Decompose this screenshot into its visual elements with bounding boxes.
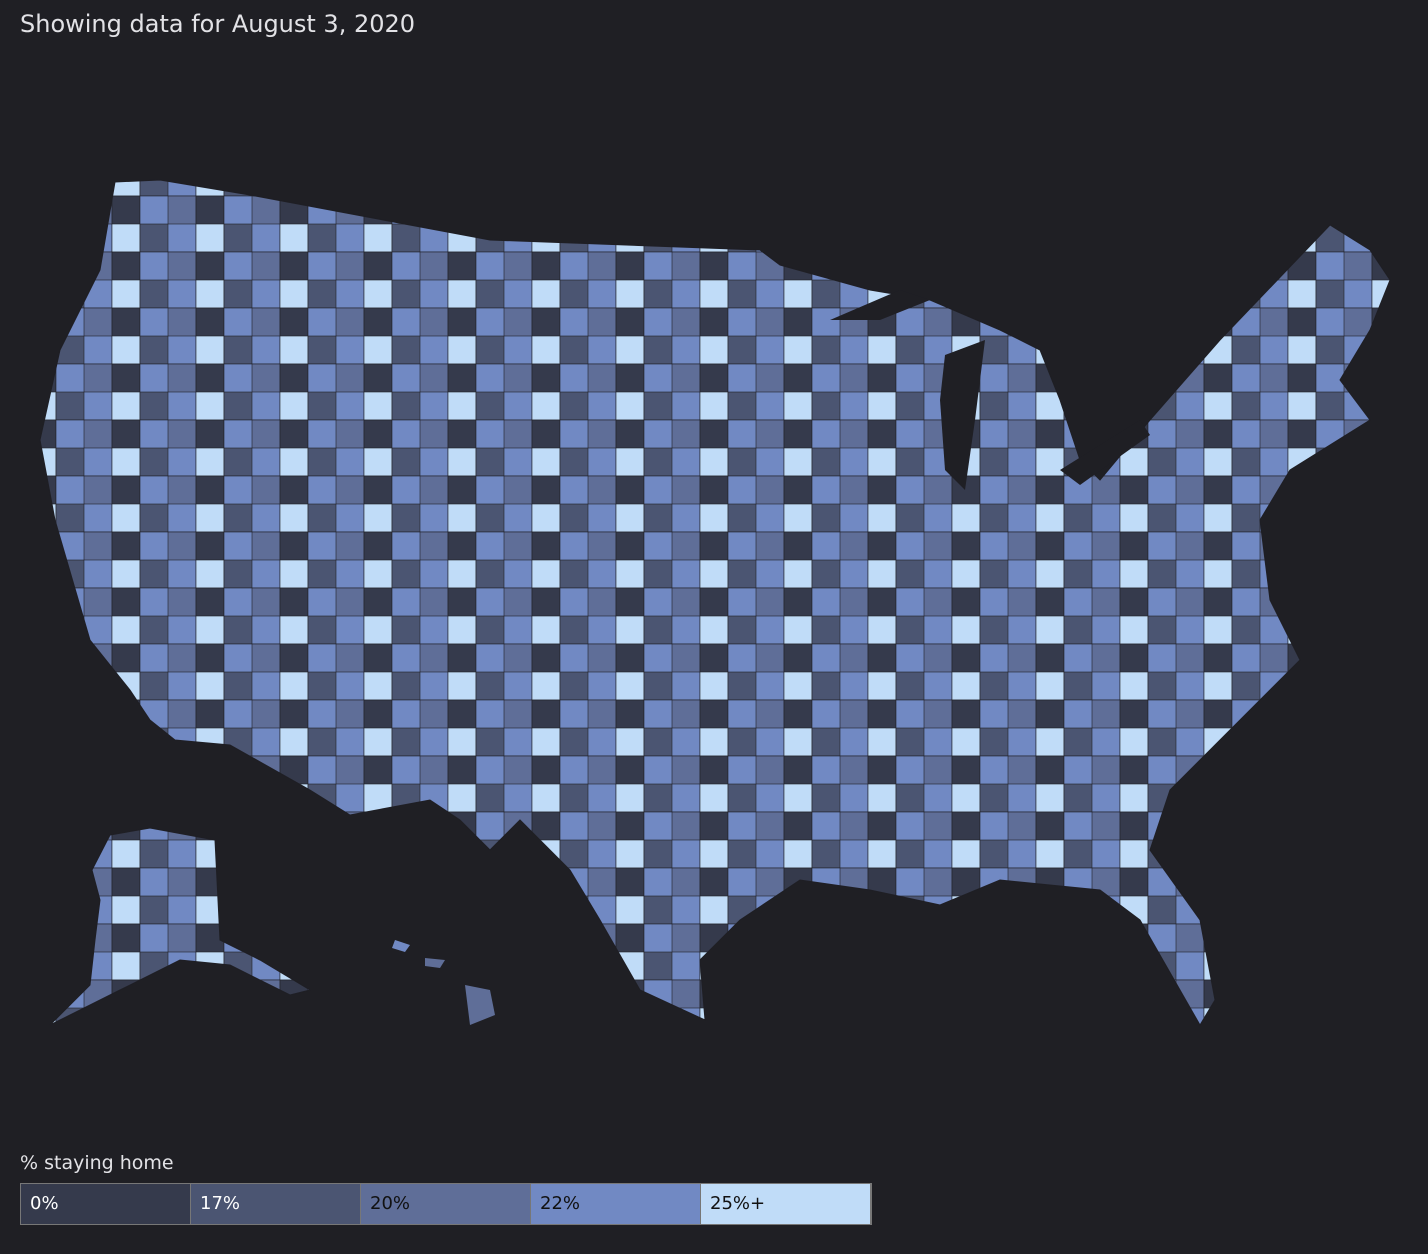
legend-bin: 0%	[21, 1184, 191, 1224]
hawaii-islands	[392, 940, 410, 952]
contiguous-us	[39, 179, 1391, 1026]
legend-bin: 17%	[191, 1184, 361, 1224]
legend: 0% 17% 20% 22% 25%+	[20, 1183, 872, 1225]
map	[39, 179, 1391, 1026]
lake-michigan	[940, 340, 985, 490]
hawaii-islands	[425, 958, 445, 968]
lake-superior	[830, 290, 930, 320]
title: Showing data for August 3, 2020	[20, 10, 416, 38]
lake-erie	[1060, 420, 1150, 485]
legend-bin: 25%+	[701, 1184, 871, 1224]
hawaii	[465, 985, 495, 1025]
legend-bin: 20%	[361, 1184, 531, 1224]
legend-bin: 22%	[531, 1184, 701, 1224]
legend-title: % staying home	[20, 1152, 174, 1174]
alaska	[49, 827, 312, 1026]
